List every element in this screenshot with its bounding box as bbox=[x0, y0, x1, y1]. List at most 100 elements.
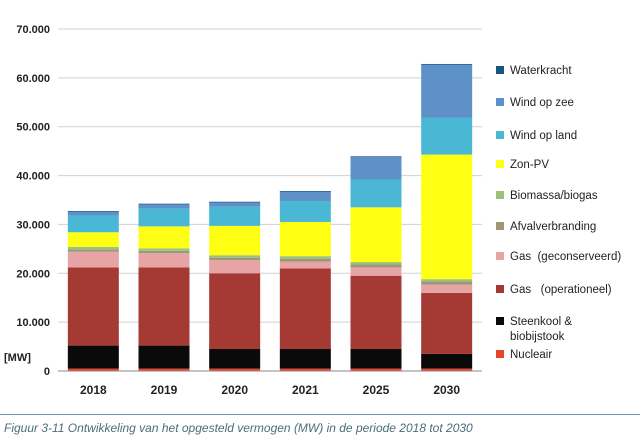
gridlines bbox=[58, 28, 482, 323]
bar-segment bbox=[67, 246, 119, 250]
legend-swatch bbox=[496, 317, 504, 325]
bar-segment bbox=[67, 211, 119, 212]
legend-label: Gas (geconserveerd) bbox=[510, 251, 621, 263]
bar-segment bbox=[67, 211, 119, 216]
bar-segment bbox=[350, 156, 402, 157]
legend-label: Wind op zee bbox=[510, 97, 574, 109]
legend-swatch bbox=[496, 160, 504, 168]
figure-caption: Figuur 3-11 Ontwikkeling van het opgeste… bbox=[4, 421, 473, 435]
bar-segment bbox=[138, 208, 190, 227]
bar-segment bbox=[421, 353, 473, 369]
bar-segment bbox=[138, 226, 190, 249]
bar-segment bbox=[279, 261, 331, 269]
legend-label: Biomassa/biogas bbox=[510, 190, 598, 202]
bar-segment bbox=[209, 206, 261, 226]
bar-segment bbox=[138, 248, 190, 251]
x-tick-label: 2019 bbox=[151, 383, 178, 397]
bar-segment bbox=[209, 225, 261, 256]
bar-segment bbox=[138, 368, 190, 371]
bar-segment bbox=[209, 273, 261, 350]
x-tick-label: 2020 bbox=[221, 383, 248, 397]
bar-segment bbox=[421, 279, 473, 282]
y-axis-ticks: 0 10.000 20.000 30.000 40.000 50.000 60.000 70.… bbox=[16, 24, 50, 378]
x-tick-label: 2025 bbox=[363, 383, 390, 397]
bar-segment bbox=[279, 256, 331, 259]
bar-segment bbox=[279, 221, 331, 257]
legend: Waterkracht Wind op zee Wind op land Zon-PV… bbox=[496, 65, 621, 361]
bar-segment bbox=[421, 284, 473, 293]
bar-segment bbox=[350, 207, 402, 263]
y-axis-label: [MW] bbox=[4, 352, 31, 364]
bar-segment bbox=[350, 275, 402, 350]
bar-segment bbox=[209, 255, 261, 258]
x-tick-label: 2021 bbox=[292, 383, 319, 397]
stacked-bar-chart: 0 10.000 20.000 30.000 40.000 50.000 60.000 70.… bbox=[4, 24, 621, 397]
bar-segment bbox=[279, 191, 331, 192]
bar-segment bbox=[138, 203, 190, 205]
bar-segment bbox=[138, 345, 190, 369]
legend-label: Steenkool & bbox=[510, 316, 572, 328]
y-tick-label: 70.000 bbox=[16, 24, 50, 36]
bar-segment bbox=[67, 368, 119, 371]
y-tick-label: 10.000 bbox=[16, 317, 50, 329]
bar-segment bbox=[209, 257, 261, 261]
y-tick-label: 60.000 bbox=[16, 73, 50, 85]
legend-label: Wind op land bbox=[510, 130, 577, 142]
bar-segment bbox=[350, 349, 402, 369]
legend-label: Waterkracht bbox=[510, 65, 572, 77]
legend-swatch bbox=[496, 285, 504, 293]
bar-segment bbox=[350, 264, 402, 268]
bar-segment bbox=[421, 368, 473, 371]
bar-segment bbox=[209, 201, 261, 207]
bar-segment bbox=[67, 345, 119, 369]
bar-segment bbox=[138, 250, 190, 254]
legend-label: Gas (operationeel) bbox=[510, 284, 612, 296]
y-tick-label: 30.000 bbox=[16, 219, 50, 231]
bar-segment bbox=[279, 349, 331, 369]
bar-segment bbox=[421, 154, 473, 280]
caption-divider bbox=[0, 414, 640, 415]
bar-segment bbox=[279, 268, 331, 350]
bar-segment bbox=[209, 260, 261, 274]
bar-segment bbox=[421, 64, 473, 118]
legend-swatch bbox=[496, 350, 504, 358]
bar-segment bbox=[421, 117, 473, 155]
bar-segment bbox=[67, 232, 119, 247]
y-tick-label: 0 bbox=[44, 366, 50, 378]
y-tick-label: 20.000 bbox=[16, 268, 50, 280]
bar-segment bbox=[421, 292, 473, 354]
bar-segment bbox=[209, 368, 261, 371]
legend-swatch bbox=[496, 66, 504, 74]
legend-swatch bbox=[496, 98, 504, 106]
bar-segment bbox=[67, 267, 119, 346]
x-axis-ticks: 2018 2019 2020 2021 2025 2030 bbox=[80, 383, 460, 397]
legend-swatch bbox=[496, 252, 504, 260]
y-tick-label: 40.000 bbox=[16, 171, 50, 183]
bar-segment bbox=[279, 258, 331, 262]
bar-segment bbox=[67, 249, 119, 252]
bar-segment bbox=[67, 251, 119, 268]
bar-segment bbox=[279, 368, 331, 371]
bar-segment bbox=[67, 215, 119, 233]
bar-segment bbox=[209, 349, 261, 369]
bar-segment bbox=[350, 267, 402, 276]
legend-label: Zon-PV bbox=[510, 159, 549, 171]
bar-segment bbox=[350, 262, 402, 265]
legend-swatch bbox=[496, 222, 504, 230]
x-tick-label: 2018 bbox=[80, 383, 107, 397]
legend-label: biobijstook bbox=[510, 331, 565, 343]
bar-segment bbox=[350, 368, 402, 371]
bar-segment bbox=[350, 179, 402, 208]
bar-segment bbox=[421, 281, 473, 285]
bar-segment bbox=[209, 201, 261, 203]
bar-segment bbox=[138, 203, 190, 209]
bar-segment bbox=[350, 156, 402, 180]
x-tick-label: 2030 bbox=[433, 383, 460, 397]
y-tick-label: 50.000 bbox=[16, 122, 50, 134]
bars bbox=[67, 63, 473, 371]
legend-swatch bbox=[496, 191, 504, 199]
bar-segment bbox=[279, 200, 331, 222]
bar-segment bbox=[421, 63, 473, 65]
bar-segment bbox=[138, 267, 190, 346]
bar-segment bbox=[279, 191, 331, 201]
